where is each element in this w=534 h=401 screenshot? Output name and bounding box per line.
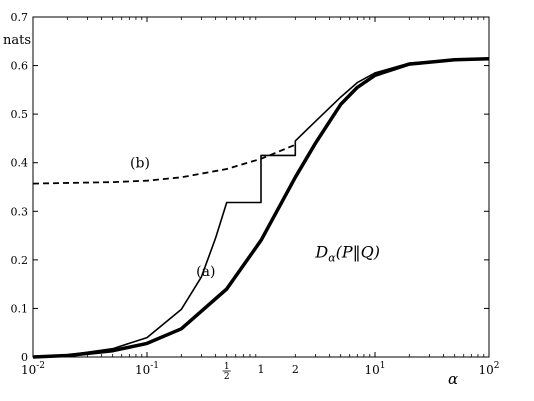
x-extra-label: 1 [258, 363, 265, 376]
y-tick-label: 0.1 [11, 302, 29, 315]
series-lines [32, 57, 490, 359]
x-tick-label: 101 [364, 361, 385, 377]
x-axis-label: α [448, 370, 458, 388]
x-tick-label: 102 [478, 361, 499, 377]
x-extra-label-den: 2 [224, 372, 230, 382]
y-tick-label: 0 [21, 351, 28, 364]
series-annotation: (a) [196, 264, 215, 280]
series-annotation: (b) [130, 156, 150, 172]
tick-marks [32, 16, 490, 358]
divergence-label: Dα(P‖Q) [314, 242, 380, 264]
y-tick-label: 0.2 [11, 254, 29, 267]
y-tick-label: 0.6 [11, 60, 29, 73]
plot-frame [32, 16, 490, 358]
y-tick-label: 0.5 [11, 108, 29, 121]
y-tick-label: 0.7 [11, 11, 29, 24]
x-tick-label: 10-2 [21, 361, 45, 377]
series-line-dashed [32, 143, 296, 185]
y-tick-label: 0.4 [11, 157, 29, 170]
x-extra-label: 2 [292, 363, 299, 376]
y-axis-label: nats [3, 33, 31, 48]
series-line-thick [32, 57, 490, 359]
x-tick-label: 10-1 [135, 361, 159, 377]
series-line-thin [32, 58, 490, 358]
y-tick-label: 0.3 [11, 205, 29, 218]
x-extra-label-num: 1 [224, 362, 230, 372]
